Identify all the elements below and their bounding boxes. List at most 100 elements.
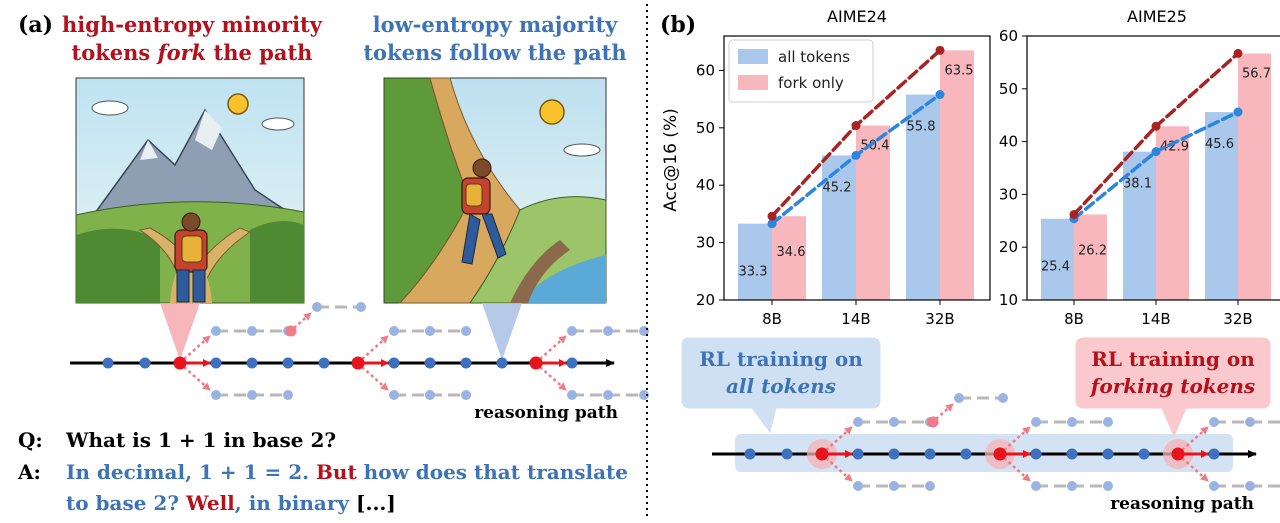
fork-branch-down — [539, 366, 567, 391]
path-node — [1030, 448, 1042, 460]
path-node — [139, 357, 151, 369]
callout-fork-line1: RL training on — [1091, 347, 1255, 371]
a-label: A: — [17, 460, 41, 484]
branch-node — [247, 390, 257, 400]
fork-branch-down — [361, 366, 389, 391]
y-tick-label: 30 — [999, 185, 1018, 203]
legend-swatch-fork — [738, 75, 768, 90]
fork-node — [993, 447, 1007, 461]
branch-node — [567, 326, 577, 336]
path-node — [210, 357, 222, 369]
bar-all-tokens — [822, 155, 856, 300]
trend-line-all-tokens-point — [1233, 107, 1243, 117]
data-label-all: 25.4 — [1041, 260, 1070, 275]
branch-node — [998, 393, 1008, 403]
path-node — [1102, 448, 1114, 460]
callout-all-tokens: RL training on all tokens — [681, 337, 881, 434]
fork-title-line1: high-entropy minority — [62, 12, 323, 37]
branch-node — [889, 417, 899, 427]
branch-node — [1245, 481, 1255, 491]
bar-fork-only — [1074, 214, 1107, 300]
path-node — [924, 448, 936, 460]
reasoning-path-graph-b — [712, 393, 1280, 491]
callout-fork-line2: forking tokens — [1089, 374, 1255, 398]
y-tick-label: 20 — [999, 238, 1018, 256]
branch-node — [1031, 417, 1041, 427]
panel-a: (a) high-entropy minority tokens fork th… — [17, 12, 649, 515]
callout-all-line1: RL training on — [699, 347, 863, 371]
sub-fork-node — [927, 416, 939, 428]
branch-node — [1103, 417, 1113, 427]
bar-fork-only — [1238, 53, 1271, 301]
bar-all-tokens — [738, 223, 772, 300]
path-node — [318, 357, 330, 369]
path-node — [424, 357, 436, 369]
branch-node — [356, 302, 366, 312]
y-tick-label: 50 — [999, 80, 1018, 98]
branch-node — [211, 326, 221, 336]
trend-line-fork-only-point — [851, 121, 861, 131]
y-tick-label: 60 — [999, 27, 1018, 45]
branch-node — [389, 390, 399, 400]
data-label-fork: 50.4 — [861, 139, 890, 154]
trend-line-fork-only-point — [1069, 209, 1079, 219]
path-node — [744, 448, 756, 460]
fork-branch-down — [183, 366, 211, 391]
trend-line-all-tokens-point — [935, 90, 945, 100]
path-node — [102, 357, 114, 369]
branch-node — [1067, 417, 1077, 427]
path-node — [388, 357, 400, 369]
data-label-all: 38.1 — [1123, 177, 1152, 192]
x-tick-label: 32B — [925, 310, 954, 328]
branch-node — [925, 481, 935, 491]
x-tick-label: 14B — [1141, 310, 1170, 328]
y-tick-label: 20 — [696, 291, 715, 309]
y-tick-label: 40 — [999, 133, 1018, 151]
data-label-fork: 42.9 — [1160, 139, 1189, 154]
bar-fork-only — [940, 50, 974, 300]
path-node — [1208, 448, 1220, 460]
branch-node — [1031, 481, 1041, 491]
branch-node — [853, 417, 863, 427]
path-node — [1066, 448, 1078, 460]
y-tick-label: 60 — [696, 61, 715, 79]
branch-node — [1209, 481, 1219, 491]
branch-node — [461, 390, 471, 400]
q-label: Q: — [18, 428, 43, 452]
branch-node — [1067, 481, 1077, 491]
callout-forking-tokens: RL training on forking tokens — [1075, 337, 1271, 438]
trend-line-all-tokens-point — [851, 150, 861, 160]
legend-label-all: all tokens — [778, 48, 850, 66]
data-label-fork: 34.6 — [777, 245, 806, 260]
path-node — [246, 357, 258, 369]
trend-line-fork-only-point — [935, 45, 945, 55]
x-tick-label: 32B — [1223, 310, 1252, 328]
fork-node — [173, 356, 187, 370]
data-label-fork: 63.5 — [945, 63, 974, 78]
branch-node — [461, 326, 471, 336]
fork-node — [529, 356, 543, 370]
path-node — [566, 357, 578, 369]
panel-a-label: (a) — [18, 12, 53, 38]
callout-all-line2: all tokens — [726, 374, 836, 398]
branch-node — [889, 481, 899, 491]
bar-all-tokens — [1205, 112, 1238, 300]
data-label-all: 45.2 — [823, 180, 852, 195]
data-label-all: 55.8 — [907, 120, 936, 135]
branch-node — [425, 390, 435, 400]
bar-all-tokens — [1041, 218, 1074, 300]
branch-node — [211, 390, 221, 400]
fork-node — [351, 356, 365, 370]
sub-fork-branch — [293, 312, 312, 329]
legend: all tokens fork only — [728, 39, 874, 103]
fork-road-illustration — [75, 77, 305, 304]
follow-title-line1: low-entropy majority — [373, 12, 619, 37]
x-tick-label: 8B — [762, 310, 782, 328]
trend-line-all-tokens-point — [767, 219, 777, 229]
bar-fork-only — [856, 125, 890, 301]
data-label-all: 33.3 — [739, 265, 768, 280]
answer-line2: to base 2? Well, in binary [...] — [66, 491, 396, 515]
sub-fork-node — [285, 325, 297, 337]
answer-line1: In decimal, 1 + 1 = 2. But how does that… — [66, 460, 628, 484]
y-tick-label: 40 — [696, 176, 715, 194]
